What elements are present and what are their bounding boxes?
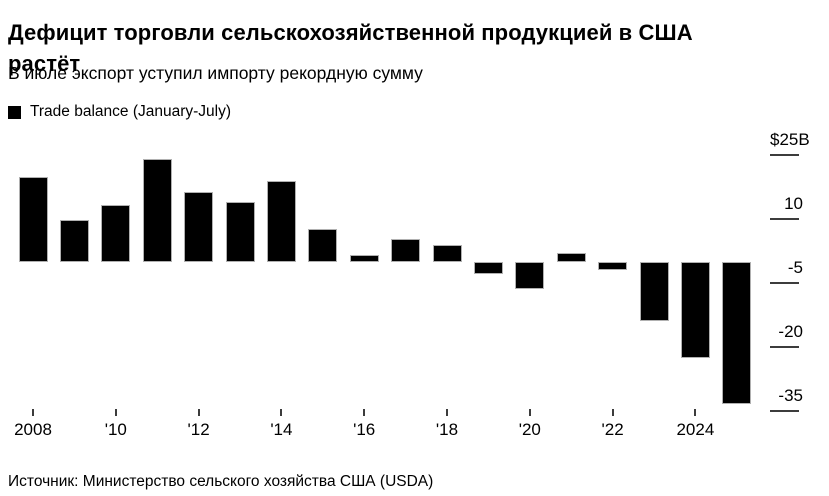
- x-axis-tick: [114, 409, 117, 416]
- bar-2017: [391, 238, 421, 262]
- chart-subtitle: В июле экспорт уступил импорту рекордную…: [8, 63, 423, 83]
- bar-2009: [59, 219, 89, 262]
- x-axis-tick: [197, 409, 200, 416]
- x-axis-label: '18: [435, 420, 459, 439]
- x-axis-tick: [528, 409, 531, 416]
- y-axis-label: -5: [787, 258, 803, 278]
- y-axis-tick: [770, 346, 799, 349]
- bar-2014: [266, 181, 296, 262]
- x-axis-label: 2008: [14, 420, 52, 439]
- bar-2019: [473, 261, 503, 275]
- x-axis-tick: [280, 409, 283, 416]
- bar-2021: [556, 252, 586, 262]
- x-axis-tick: [694, 409, 697, 416]
- y-axis-tick: [770, 154, 799, 157]
- legend-swatch-icon: [8, 105, 21, 119]
- x-axis-label: '10: [104, 420, 127, 439]
- x-axis-label: '22: [601, 420, 624, 439]
- x-axis-tick: [363, 409, 366, 416]
- legend: Trade balance (January-July): [8, 103, 231, 121]
- x-axis-label: 2024: [676, 420, 715, 439]
- bar-2015: [308, 228, 338, 262]
- x-axis-tick: [611, 409, 614, 416]
- bar-2010: [101, 205, 131, 262]
- x-axis-label: '14: [270, 420, 293, 439]
- chart-title-line-1: Дефицит торговли сельскохозяйственной пр…: [8, 19, 693, 45]
- bar-2016: [349, 254, 379, 262]
- bar-2025: [722, 261, 752, 405]
- bar-2020: [515, 261, 545, 290]
- bar-2022: [598, 261, 628, 270]
- bar-2011: [142, 158, 172, 262]
- source-note: Источник: Министерство сельского хозяйст…: [8, 473, 434, 490]
- y-axis-label: -35: [778, 386, 803, 406]
- legend-label: Trade balance (January-July): [30, 103, 232, 120]
- bar-2018: [432, 245, 462, 262]
- y-axis-label: $25B: [770, 130, 810, 150]
- y-axis-tick: [770, 218, 799, 221]
- bar-2008: [18, 177, 48, 262]
- x-axis-label: '12: [187, 420, 210, 439]
- x-axis-label: '20: [518, 420, 541, 439]
- bar-2012: [184, 192, 214, 262]
- x-axis-tick: [446, 409, 448, 416]
- y-axis-label: 10: [784, 194, 803, 214]
- bar-2023: [639, 261, 669, 321]
- y-axis-label: -20: [778, 322, 803, 342]
- chart-title: Дефицит торговли сельскохозяйственной пр…: [8, 17, 693, 79]
- y-axis-tick: [770, 282, 799, 285]
- x-axis-label: '16: [353, 420, 376, 439]
- chart-title-line-2: растёт: [8, 50, 81, 76]
- x-axis-tick: [32, 409, 34, 416]
- y-axis-tick: [770, 410, 799, 413]
- bar-2013: [225, 201, 255, 262]
- bar-2024: [680, 261, 710, 359]
